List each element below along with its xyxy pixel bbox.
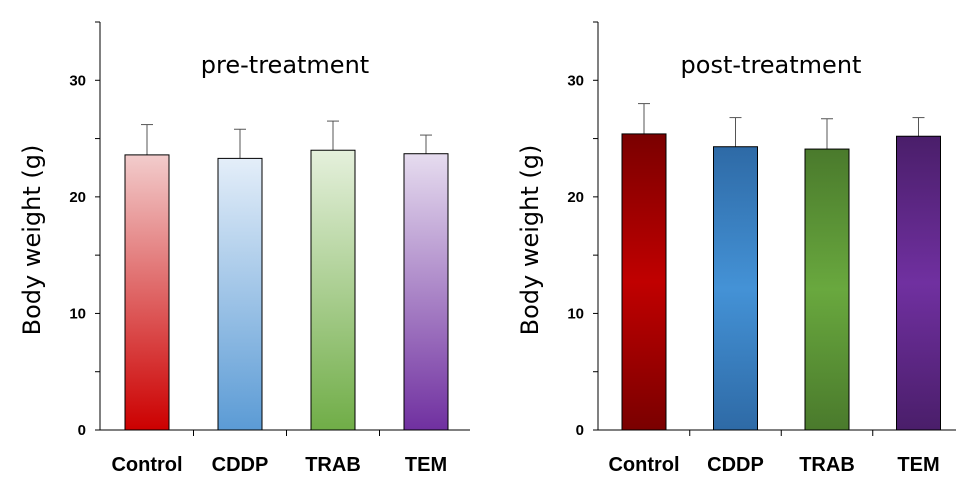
y-axis-label: Body weight (g) (516, 145, 544, 336)
post-treatment-panel: 0 10 20 30 Body weight (g) post-treatment Cont… (516, 21, 956, 476)
y-tick-label: 30 (567, 72, 584, 89)
y-tick-label: 30 (69, 72, 86, 89)
y-tick-label: 20 (69, 189, 86, 206)
x-tick-label: CDDP (707, 454, 764, 476)
x-tick-label: TEM (405, 454, 447, 476)
y-tick-label: 20 (567, 189, 584, 206)
bar-cddp (217, 157, 263, 431)
x-tick-label: TRAB (799, 454, 855, 476)
bar-control (621, 133, 667, 431)
x-tick-label: Control (608, 454, 679, 476)
panel-title: pre-treatment (201, 51, 369, 79)
bar-tem (403, 153, 449, 431)
pre-treatment-panel: 0 10 20 30 Body weight (g) pre-treatment Contr… (18, 21, 470, 476)
x-tick-label: TEM (897, 454, 939, 476)
y-tick-label: 0 (576, 422, 584, 439)
x-tick-label: Control (111, 454, 182, 476)
panel-title: post-treatment (681, 51, 862, 79)
bar-control (124, 154, 170, 431)
bar-trab (804, 148, 850, 431)
x-tick-label: TRAB (305, 454, 361, 476)
bar-tem (896, 135, 941, 431)
bar-trab (310, 149, 356, 431)
bar-cddp (713, 146, 758, 431)
x-tick-label: CDDP (212, 454, 269, 476)
y-axis-label: Body weight (g) (18, 145, 46, 336)
y-tick-label: 0 (78, 422, 86, 439)
y-tick-label: 10 (567, 305, 584, 322)
y-tick-label: 10 (69, 305, 86, 322)
